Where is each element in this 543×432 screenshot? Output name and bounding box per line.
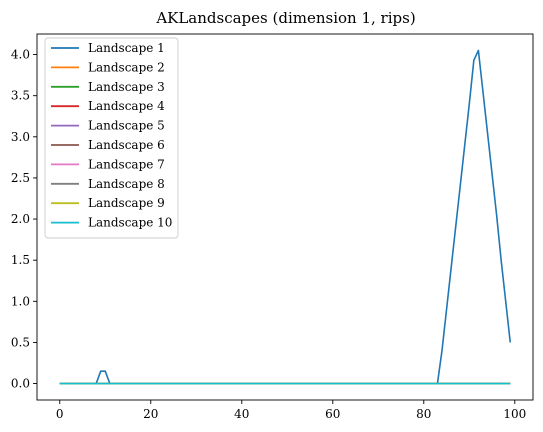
series-line-1 bbox=[59, 49, 512, 385]
legend-label-10: Landscape 10 bbox=[88, 216, 172, 230]
legend-label-7: Landscape 7 bbox=[88, 157, 165, 171]
legend-label-5: Landscape 5 bbox=[88, 119, 165, 133]
legend-label-2: Landscape 2 bbox=[88, 60, 165, 74]
y-tick-label: 1.0 bbox=[11, 294, 30, 308]
legend-box bbox=[44, 37, 179, 239]
y-tick-label: 3.5 bbox=[11, 89, 30, 103]
y-tick-label: 1.5 bbox=[11, 253, 30, 267]
axes: 0 20 40 60 80 100 0.0 0.5 1.0 1.5 2.0 2.5 3.0 3.5 4.0 bbox=[11, 33, 534, 421]
x-tick-label: 0 bbox=[56, 407, 64, 421]
axes-frame bbox=[36, 33, 534, 401]
x-tick-label: 80 bbox=[416, 407, 431, 421]
legend-label-3: Landscape 3 bbox=[88, 80, 165, 94]
y-tick-label: 0.0 bbox=[11, 377, 30, 391]
x-tick-label: 40 bbox=[234, 407, 249, 421]
x-tick-label: 20 bbox=[143, 407, 158, 421]
legend-label-4: Landscape 4 bbox=[88, 99, 165, 113]
x-tick-label: 100 bbox=[503, 407, 526, 421]
legend: Landscape 1 Landscape 2 Landscape 3 Landsca… bbox=[44, 37, 179, 239]
y-tick-label: 2.0 bbox=[11, 212, 30, 226]
y-tick-label: 3.0 bbox=[11, 130, 30, 144]
legend-label-1: Landscape 1 bbox=[88, 41, 165, 55]
x-tick-label: 60 bbox=[325, 407, 340, 421]
legend-label-9: Landscape 9 bbox=[88, 196, 165, 210]
legend-label-8: Landscape 8 bbox=[88, 177, 165, 191]
legend-label-6: Landscape 6 bbox=[88, 138, 165, 152]
y-tick-label: 0.5 bbox=[11, 335, 30, 349]
chart-title: AKLandscapes (dimension 1, rips) bbox=[155, 9, 415, 27]
plot-area bbox=[59, 49, 512, 385]
y-tick-label: 4.0 bbox=[11, 48, 30, 62]
y-tick-label: 2.5 bbox=[11, 171, 30, 185]
